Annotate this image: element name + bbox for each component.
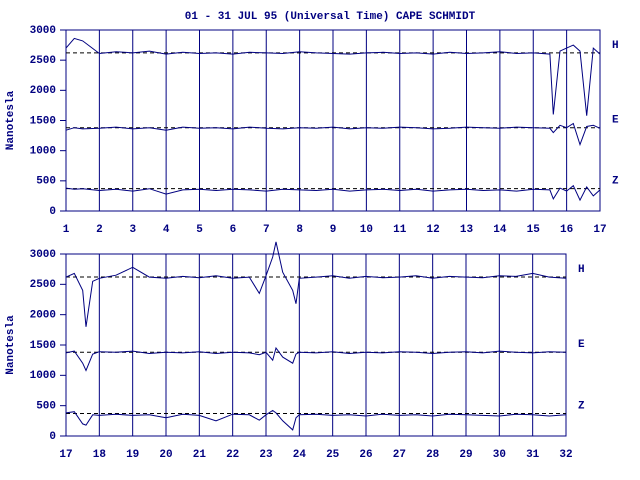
chart-title: 01 - 31 JUL 95 (Universal Time) CAPE SCH… bbox=[185, 11, 476, 23]
x-tick-label: 4 bbox=[163, 224, 170, 236]
x-tick-label: 18 bbox=[93, 449, 107, 461]
y-tick-label: 1000 bbox=[30, 370, 56, 382]
series-line bbox=[65, 241, 567, 327]
y-tick-label: 2000 bbox=[30, 85, 56, 97]
series-label: H bbox=[612, 40, 619, 52]
y-tick-label: 500 bbox=[36, 176, 56, 188]
series-label: Z bbox=[578, 400, 585, 412]
x-tick-label: 7 bbox=[263, 224, 270, 236]
x-tick-label: 6 bbox=[230, 224, 237, 236]
x-tick-label: 22 bbox=[226, 449, 239, 461]
y-axis-label: Nanotesla bbox=[5, 315, 17, 375]
x-tick-label: 20 bbox=[159, 449, 172, 461]
x-tick-label: 16 bbox=[560, 224, 573, 236]
y-tick-label: 2500 bbox=[30, 55, 56, 67]
series-line bbox=[65, 409, 567, 431]
series-label: Z bbox=[612, 176, 619, 188]
y-tick-label: 0 bbox=[49, 206, 56, 218]
x-tick-label: 10 bbox=[360, 224, 373, 236]
x-tick-label: 15 bbox=[527, 224, 541, 236]
x-tick-label: 26 bbox=[359, 449, 372, 461]
y-tick-label: 0 bbox=[49, 431, 56, 443]
y-tick-label: 1500 bbox=[30, 340, 56, 352]
x-tick-label: 21 bbox=[193, 449, 207, 461]
y-axis-label: Nanotesla bbox=[5, 90, 17, 150]
y-tick-label: 3000 bbox=[30, 249, 56, 261]
x-tick-label: 31 bbox=[526, 449, 540, 461]
series-label: E bbox=[578, 339, 585, 351]
x-tick-label: 29 bbox=[459, 449, 472, 461]
x-tick-label: 17 bbox=[593, 224, 606, 236]
x-tick-label: 8 bbox=[296, 224, 303, 236]
x-tick-label: 32 bbox=[559, 449, 572, 461]
y-tick-label: 2000 bbox=[30, 310, 56, 322]
x-tick-label: 23 bbox=[259, 449, 273, 461]
x-tick-label: 11 bbox=[393, 224, 407, 236]
x-tick-label: 19 bbox=[126, 449, 139, 461]
x-tick-label: 24 bbox=[293, 449, 307, 461]
x-tick-label: 25 bbox=[326, 449, 340, 461]
series-line bbox=[65, 37, 601, 116]
x-tick-label: 27 bbox=[393, 449, 406, 461]
x-tick-label: 30 bbox=[493, 449, 506, 461]
x-tick-label: 9 bbox=[330, 224, 337, 236]
x-tick-label: 3 bbox=[129, 224, 136, 236]
x-tick-label: 12 bbox=[427, 224, 440, 236]
series-label: H bbox=[578, 264, 585, 276]
y-tick-label: 1000 bbox=[30, 146, 56, 158]
x-tick-label: 2 bbox=[96, 224, 103, 236]
x-tick-label: 28 bbox=[426, 449, 440, 461]
y-tick-label: 2500 bbox=[30, 279, 56, 291]
series-line bbox=[65, 346, 567, 372]
x-tick-label: 17 bbox=[59, 449, 72, 461]
series-label: E bbox=[612, 115, 619, 127]
series-line bbox=[65, 184, 601, 202]
y-tick-label: 500 bbox=[36, 401, 56, 413]
y-tick-label: 3000 bbox=[30, 25, 56, 37]
series-line bbox=[65, 122, 601, 147]
x-tick-label: 14 bbox=[493, 224, 507, 236]
x-tick-label: 5 bbox=[196, 224, 203, 236]
y-tick-label: 1500 bbox=[30, 115, 56, 127]
x-tick-label: 1 bbox=[63, 224, 70, 236]
plot-frame bbox=[65, 253, 567, 437]
x-tick-label: 13 bbox=[460, 224, 474, 236]
